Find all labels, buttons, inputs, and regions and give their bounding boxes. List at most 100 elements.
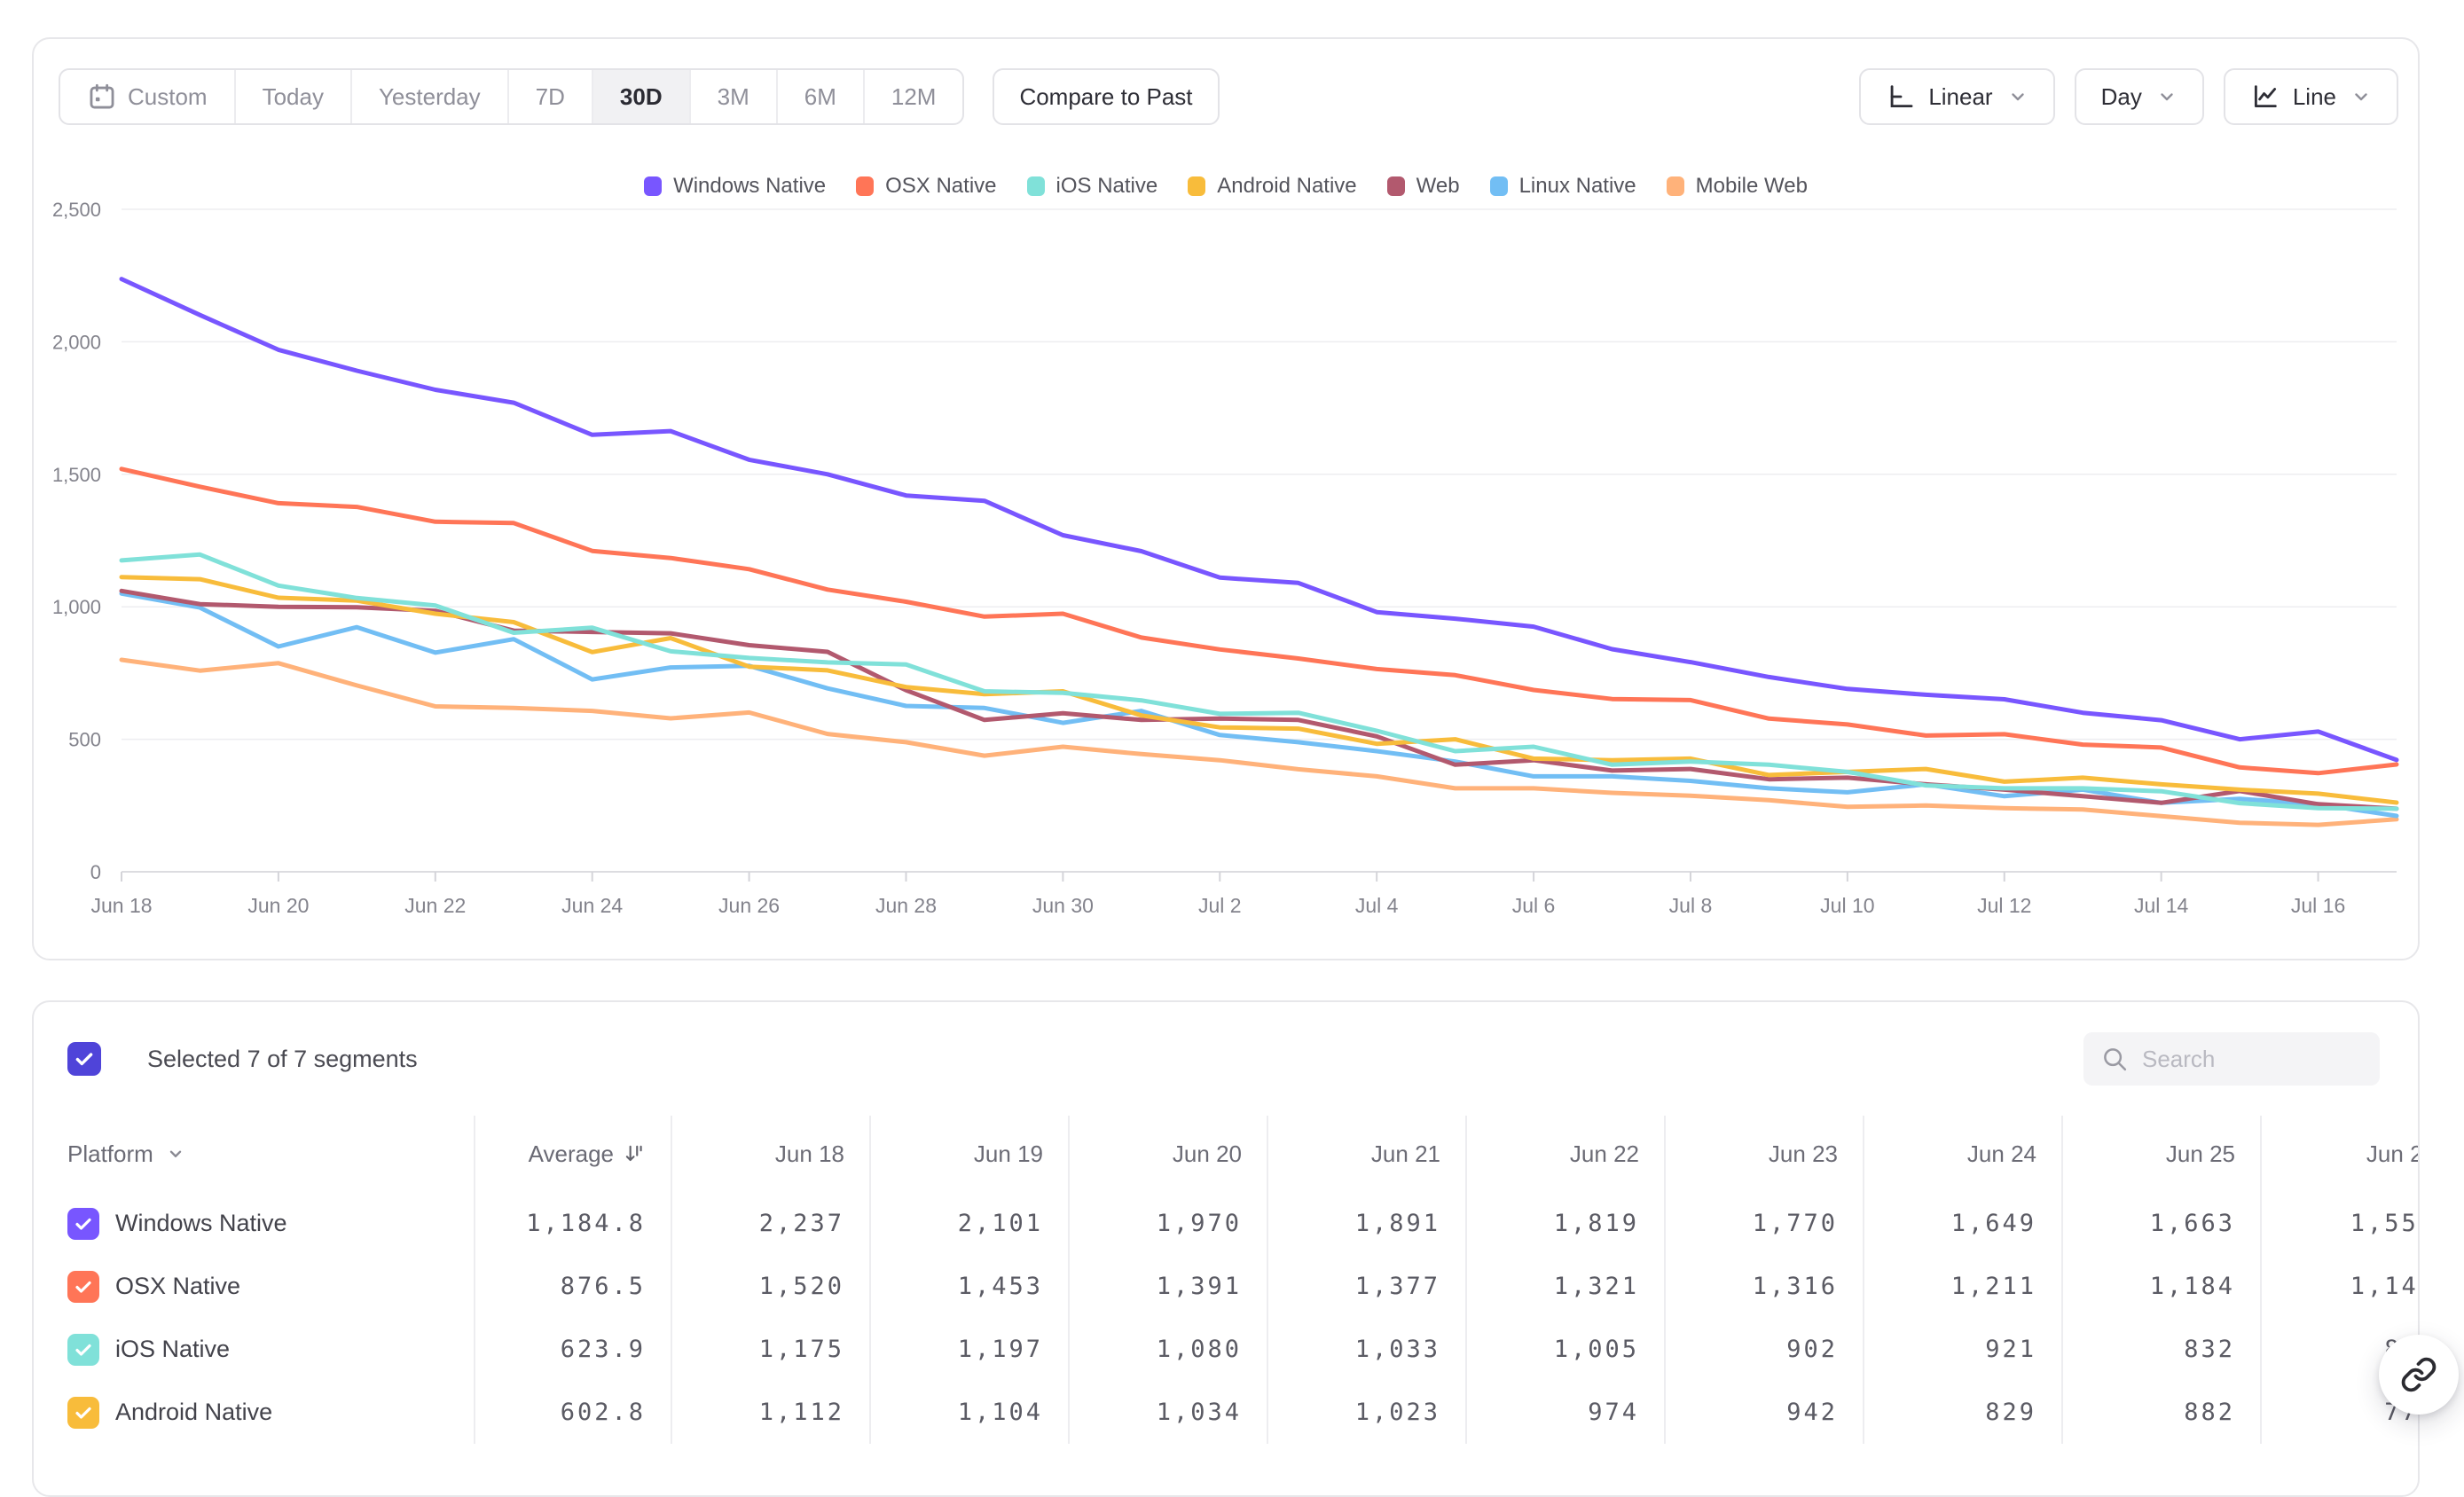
legend-label: Windows Native [673,174,827,198]
chart-type-dropdown-label: Line [2292,82,2336,110]
scale-dropdown-label: Linear [1928,82,1993,110]
day-value: 1,391 [1070,1255,1268,1318]
y-axis-label: 2,000 [52,331,101,353]
day-value: 1,184 [2063,1255,2262,1318]
day-value: 1,377 [1268,1255,1467,1318]
day-value: 2,237 [672,1192,871,1255]
day-header-label: Jun 19 [973,1140,1043,1167]
segment-checkbox-ios-native[interactable] [67,1333,99,1366]
series-line-ios-native[interactable] [119,552,2399,811]
range-button-7d[interactable]: 7D [506,70,592,123]
range-button-3m[interactable]: 3M [688,70,776,123]
legend-item-android-native[interactable]: Android Native [1188,174,1357,199]
series-line-windows-native[interactable] [119,277,2399,763]
y-axis-label: 1,000 [52,596,101,618]
copy-link-button[interactable] [2379,1335,2459,1415]
day-value: 1,321 [1467,1255,1666,1318]
compare-to-past-button[interactable]: Compare to Past [993,68,1220,125]
column-header-jun-23[interactable]: Jun 23 [1666,1116,1864,1192]
chevron-down-icon [2161,93,2173,101]
column-header-jun-25[interactable]: Jun 25 [2063,1116,2262,1192]
chevron-down-icon [2355,93,2367,101]
x-axis-label: Jul 10 [1820,894,1874,917]
series-line-web[interactable] [119,588,2399,811]
legend-label: iOS Native [1055,174,1158,198]
series-line-android-native[interactable] [119,575,2399,805]
legend-item-osx-native[interactable]: OSX Native [856,174,997,199]
chart-card: Custom Today Yesterday 7D 30D 3M 6M 12M Compare… [32,37,2420,960]
range-button-label: 3M [717,82,749,110]
x-axis-label: Jun 22 [404,894,466,917]
average-value: 602.8 [475,1381,672,1444]
platform-name: iOS Native [115,1336,231,1362]
column-header-jun-26[interactable]: Jun 26 [2262,1116,2418,1192]
column-header-jun-20[interactable]: Jun 20 [1070,1116,1268,1192]
chart-legend: Windows Native OSX Native iOS Native Androi… [34,174,2418,199]
range-button-custom[interactable]: Custom [60,70,234,123]
legend-item-web[interactable]: Web [1386,174,1460,199]
legend-item-windows-native[interactable]: Windows Native [644,174,826,199]
day-header-label: Jun 20 [1172,1140,1242,1167]
column-header-jun-19[interactable]: Jun 19 [871,1116,1070,1192]
series-line-linux-native[interactable] [119,591,2399,819]
search-input[interactable] [2142,1045,2346,1073]
average-value: 623.9 [475,1318,672,1381]
range-button-label: 30D [619,82,663,110]
line-chart-icon [2254,85,2277,108]
granularity-dropdown[interactable]: Day [2074,68,2204,125]
legend-swatch [856,176,875,196]
day-header-label: Jun 24 [1966,1140,2036,1167]
range-button-today[interactable]: Today [233,70,350,123]
series-line-mobile-web[interactable] [119,657,2399,827]
x-axis-label: Jun 28 [875,894,937,917]
scale-dropdown[interactable]: Linear [1859,68,2055,125]
segments-card: Selected 7 of 7 segments Platform Averag… [32,1000,2420,1497]
range-button-30d[interactable]: 30D [591,70,689,123]
column-header-average[interactable]: Average [475,1116,672,1192]
column-header-jun-22[interactable]: Jun 22 [1467,1116,1666,1192]
table-row-platform-android-native: Android Native [34,1381,475,1444]
chevron-down-icon [169,1150,182,1157]
legend-label: Mobile Web [1695,174,1808,198]
table-row-platform-windows-native: Windows Native [34,1192,475,1255]
granularity-dropdown-label: Day [2100,82,2142,110]
legend-item-mobile-web[interactable]: Mobile Web [1666,174,1808,199]
check-icon [75,1218,91,1230]
legend-label: Web [1416,174,1460,198]
day-value: 1,819 [1467,1192,1666,1255]
legend-item-linux-native[interactable]: Linux Native [1489,174,1636,199]
column-header-jun-24[interactable]: Jun 24 [1864,1116,2063,1192]
segment-checkbox-windows-native[interactable] [67,1207,99,1240]
day-value: 1,197 [871,1318,1070,1381]
chart-type-dropdown[interactable]: Line [2223,68,2398,125]
column-header-jun-18[interactable]: Jun 18 [672,1116,871,1192]
day-value: 1,970 [1070,1192,1268,1255]
series-line-osx-native[interactable] [119,466,2399,776]
x-axis-label: Jun 24 [561,894,623,917]
range-button-6m[interactable]: 6M [775,70,863,123]
check-icon [75,1053,93,1066]
legend-label: Linux Native [1518,174,1636,198]
day-value: 1,555 [2350,1210,2419,1237]
range-button-12m[interactable]: 12M [862,70,963,123]
x-axis-label: Jul 6 [1512,894,1556,917]
platform-header-label: Platform [67,1140,153,1167]
day-value: 1,175 [672,1318,871,1381]
sort-descending-icon [625,1145,642,1162]
y-axis-label: 0 [90,861,101,883]
segment-checkbox-android-native[interactable] [67,1396,99,1429]
x-axis-label: Jul 12 [1977,894,2031,917]
legend-item-ios-native[interactable]: iOS Native [1026,174,1158,199]
search-box[interactable] [2083,1032,2380,1086]
range-button-label: 7D [535,82,565,110]
legend-swatch [1188,176,1206,196]
legend-swatch [1386,176,1405,196]
column-header-jun-21[interactable]: Jun 21 [1268,1116,1467,1192]
column-header-platform[interactable]: Platform [34,1116,475,1192]
chart-toolbar: Custom Today Yesterday 7D 30D 3M 6M 12M Compare… [59,68,2398,125]
day-value: 832 [2063,1318,2262,1381]
select-all-checkbox[interactable] [67,1042,101,1076]
segment-checkbox-osx-native[interactable] [67,1270,99,1303]
legend-label: OSX Native [885,174,997,198]
range-button-yesterday[interactable]: Yesterday [349,70,507,123]
